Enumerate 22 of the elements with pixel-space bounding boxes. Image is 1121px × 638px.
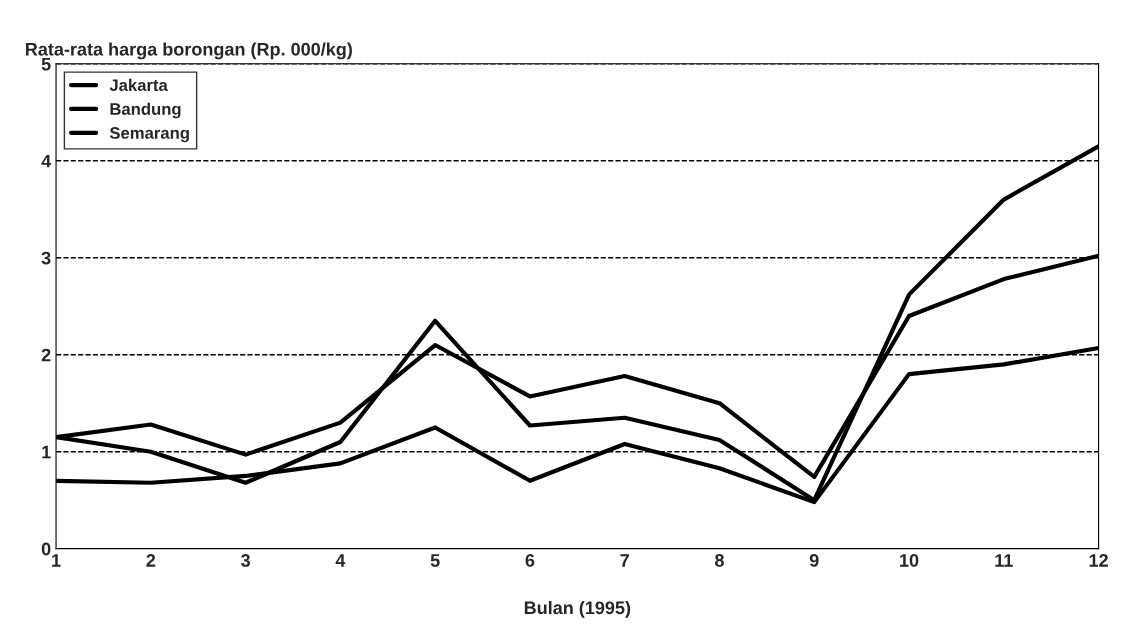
y-tick-label: 1 — [42, 445, 51, 459]
y-tick-label: 3 — [41, 251, 51, 265]
y-tick-label: 4 — [41, 154, 52, 168]
x-tick-label: 12 — [1089, 554, 1108, 567]
x-tick-label: 2 — [146, 554, 156, 567]
legend-label: Jakarta — [109, 78, 168, 92]
y-tick-label: 5 — [41, 57, 51, 71]
x-tick-label: 3 — [241, 554, 250, 567]
legend-label: Bandung — [110, 102, 181, 119]
y-tick-label: 0 — [41, 542, 51, 556]
x-tick-label: 1 — [52, 554, 61, 567]
x-tick-label: 10 — [900, 554, 919, 567]
x-tick-label: 4 — [335, 554, 346, 567]
x-tick-label: 6 — [525, 554, 535, 567]
x-tick-label: 11 — [995, 554, 1013, 567]
x-tick-label: 7 — [620, 554, 629, 567]
x-axis-title: Bulan (1995) — [524, 600, 631, 618]
x-tick-label: 9 — [809, 554, 819, 567]
y-tick-label: 2 — [41, 348, 51, 362]
x-tick-label: 5 — [430, 554, 440, 567]
x-tick-label: 8 — [715, 554, 724, 567]
legend-label: Semarang — [109, 127, 189, 143]
